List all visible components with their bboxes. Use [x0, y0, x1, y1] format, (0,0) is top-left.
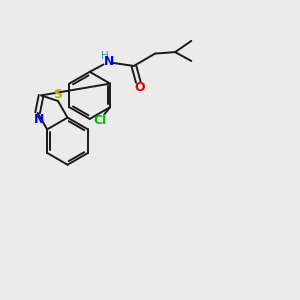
Text: Cl: Cl	[93, 114, 106, 127]
Text: N: N	[104, 55, 114, 68]
Text: H: H	[101, 51, 109, 61]
Text: O: O	[134, 81, 145, 94]
Text: S: S	[53, 88, 62, 101]
Text: N: N	[34, 113, 44, 126]
